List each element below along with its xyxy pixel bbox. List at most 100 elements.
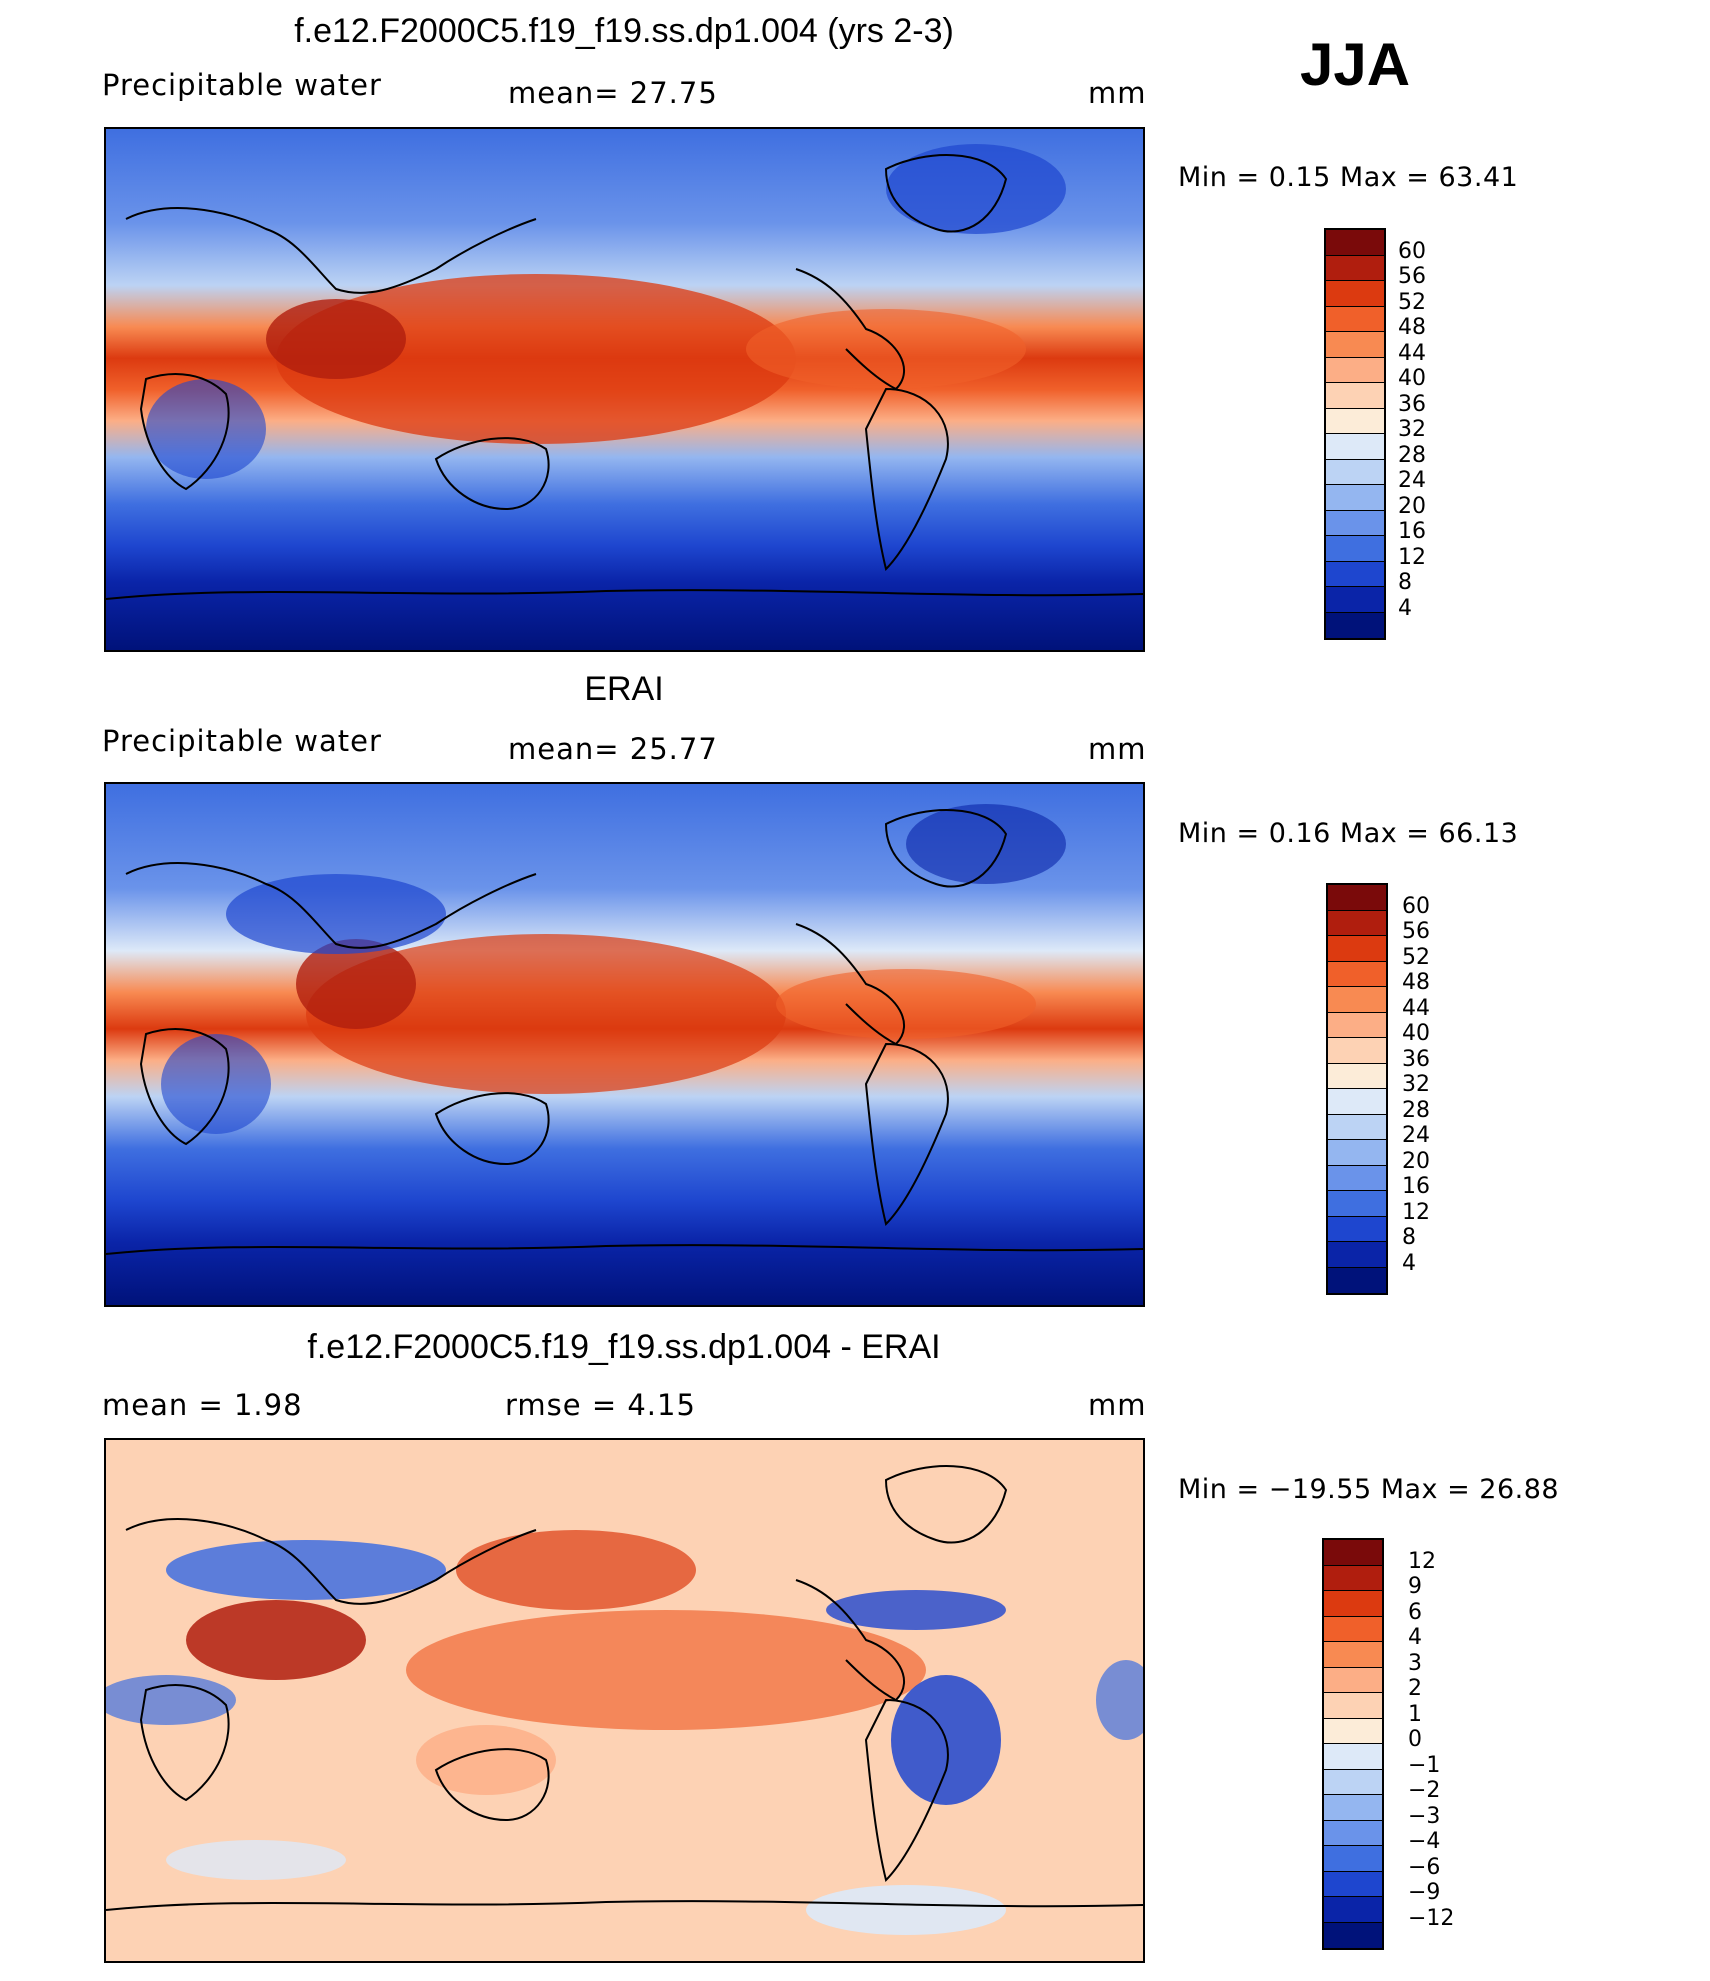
colorbar-swatch: [1326, 255, 1384, 281]
colorbar-swatch: [1326, 230, 1384, 256]
colorbar-swatch: [1326, 459, 1384, 485]
panel-2-variable-label: Precipitable water: [102, 724, 382, 758]
colorbar-swatch: [1324, 1540, 1382, 1566]
colorbar-swatch: [1328, 910, 1386, 936]
season-label: JJA: [1300, 31, 1411, 98]
panel-3-rmse-label: rmse = 4.15: [505, 1388, 696, 1422]
colorbar-tick-label: 0: [1408, 1727, 1422, 1752]
colorbar-swatch: [1328, 1038, 1386, 1064]
colorbar-swatch: [1326, 306, 1384, 332]
colorbar-swatch: [1324, 1871, 1382, 1897]
colorbar-tick-label: 40: [1402, 1021, 1430, 1046]
colorbar-swatch: [1328, 936, 1386, 962]
colorbar-tick-label: 2: [1408, 1676, 1422, 1701]
colorbar-tick-label: 8: [1398, 570, 1412, 595]
colorbar-tick-label: 8: [1402, 1225, 1416, 1250]
colorbar-tick-label: 48: [1402, 970, 1430, 995]
colorbar-swatch: [1326, 485, 1384, 511]
colorbar-tick-label: 6: [1408, 1599, 1422, 1625]
colorbar-swatch: [1328, 987, 1386, 1013]
colorbar-swatch: [1326, 408, 1384, 434]
colorbar-tick-label: 28: [1398, 442, 1426, 468]
colorbar-swatch: [1324, 1667, 1382, 1693]
colorbar-tick-label: 36: [1398, 391, 1426, 417]
panel-1-minmax: Min = 0.15 Max = 63.41: [1178, 162, 1519, 193]
colorbar-swatch: [1326, 383, 1384, 409]
colorbar-tick-label: 16: [1402, 1174, 1430, 1199]
colorbar-tick-label: 12: [1398, 544, 1426, 570]
colorbar-tick-label: 52: [1398, 289, 1426, 315]
colorbar-swatch: [1326, 587, 1384, 613]
colorbar-swatch: [1326, 510, 1384, 536]
colorbar-swatch: [1324, 1616, 1382, 1642]
panel-2-title: ERAI: [584, 670, 664, 708]
panel-2-units-label: mm: [1088, 732, 1147, 766]
panel-2-field-plot: [106, 784, 1143, 1305]
colorbar-tick-label: 56: [1402, 919, 1430, 944]
colorbar-swatch: [1328, 1267, 1386, 1293]
colorbar-swatch: [1328, 1114, 1386, 1140]
colorbar-swatch: [1328, 1012, 1386, 1038]
panel-1-mean-label: mean= 27.75: [508, 76, 718, 110]
panel-3-map: [104, 1438, 1145, 1963]
colorbar-tick-label: −2: [1408, 1778, 1441, 1803]
colorbar-swatch: [1326, 561, 1384, 587]
colorbar-tick-label: 56: [1398, 264, 1426, 289]
panel-3-field-plot: [106, 1440, 1143, 1961]
panel-2-minmax: Min = 0.16 Max = 66.13: [1178, 818, 1519, 849]
colorbar-tick-label: 12: [1402, 1199, 1430, 1225]
colorbar-swatch: [1328, 885, 1386, 911]
colorbar-tick-label: 32: [1402, 1072, 1430, 1097]
colorbar-tick-label: 3: [1408, 1650, 1422, 1676]
panel-3-colorbar: [1322, 1538, 1384, 1950]
colorbar-tick-label: 9: [1408, 1574, 1422, 1599]
colorbar-swatch: [1324, 1565, 1382, 1591]
colorbar-swatch: [1324, 1820, 1382, 1846]
colorbar-swatch: [1326, 536, 1384, 562]
colorbar-tick-label: 32: [1398, 417, 1426, 442]
colorbar-tick-label: −9: [1408, 1880, 1441, 1905]
panel-1-variable-label: Precipitable water: [102, 68, 382, 102]
colorbar-tick-label: 1: [1408, 1701, 1422, 1727]
colorbar-swatch: [1324, 1846, 1382, 1872]
colorbar-tick-label: 44: [1398, 340, 1426, 366]
colorbar-tick-label: 16: [1398, 519, 1426, 544]
colorbar-tick-label: −3: [1408, 1803, 1441, 1829]
colorbar-swatch: [1328, 1216, 1386, 1242]
panel-1-field-plot: [106, 129, 1143, 650]
colorbar-swatch: [1324, 1744, 1382, 1770]
colorbar-tick-label: 28: [1402, 1097, 1430, 1123]
colorbar-swatch: [1326, 434, 1384, 460]
colorbar-swatch: [1324, 1795, 1382, 1821]
panel-1-units-label: mm: [1088, 76, 1147, 110]
colorbar-tick-label: 44: [1402, 995, 1430, 1021]
colorbar-swatch: [1324, 1591, 1382, 1617]
colorbar-swatch: [1324, 1769, 1382, 1795]
colorbar-tick-label: 12: [1408, 1548, 1436, 1574]
panel-3-title: f.e12.F2000C5.f19_f19.ss.dp1.004 - ERAI: [307, 1328, 941, 1366]
colorbar-swatch: [1328, 1063, 1386, 1089]
panel-1-map: [104, 127, 1145, 652]
panel-2-mean-label: mean= 25.77: [508, 732, 718, 766]
colorbar-tick-label: −6: [1408, 1854, 1441, 1880]
colorbar-tick-label: 60: [1398, 238, 1426, 264]
colorbar-tick-label: 20: [1402, 1148, 1430, 1174]
colorbar-tick-label: −12: [1408, 1905, 1455, 1931]
colorbar-tick-label: 4: [1408, 1625, 1422, 1650]
colorbar-swatch: [1326, 612, 1384, 638]
colorbar-swatch: [1324, 1897, 1382, 1923]
colorbar-tick-label: −1: [1408, 1752, 1441, 1778]
panel-3-minmax: Min = −19.55 Max = 26.88: [1178, 1474, 1560, 1505]
colorbar-tick-label: 4: [1398, 595, 1412, 621]
colorbar-swatch: [1324, 1922, 1382, 1948]
colorbar-tick-label: 36: [1402, 1046, 1430, 1072]
colorbar-swatch: [1326, 281, 1384, 307]
colorbar-tick-label: −4: [1408, 1829, 1441, 1854]
colorbar-tick-label: 40: [1398, 366, 1426, 391]
colorbar-swatch: [1324, 1693, 1382, 1719]
colorbar-swatch: [1328, 1242, 1386, 1268]
colorbar-swatch: [1328, 1191, 1386, 1217]
colorbar-tick-label: 24: [1402, 1123, 1430, 1148]
colorbar-tick-label: 52: [1402, 944, 1430, 970]
colorbar-swatch: [1328, 1140, 1386, 1166]
